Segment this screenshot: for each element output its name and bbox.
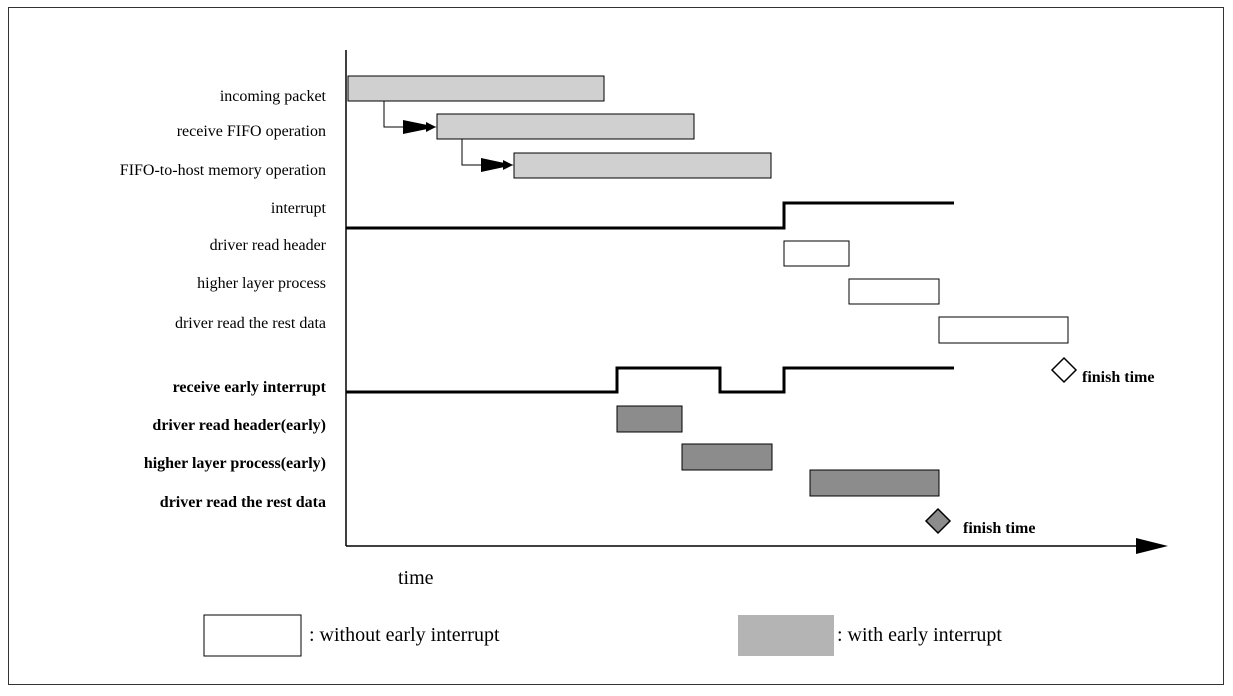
bar-driver-read-header	[783, 240, 850, 267]
bar-driver-read-rest-early	[809, 469, 940, 497]
bar-higher-layer-process-early	[681, 443, 773, 471]
signal-interrupt	[346, 201, 954, 230]
flow-arrowhead-2	[481, 158, 514, 172]
x-axis-arrowhead	[1136, 538, 1168, 554]
finish-label-without-early: finish time	[1082, 369, 1154, 386]
bar-driver-read-rest	[938, 316, 1069, 344]
bar-incoming-packet	[347, 75, 605, 102]
row-label-driver-read-rest-early: driver read the rest data	[160, 494, 326, 511]
finish-label-with-early: finish time	[963, 520, 1035, 537]
bar-receive-fifo	[436, 113, 695, 140]
finish-marker-without-early	[1050, 356, 1078, 384]
row-label-interrupt: interrupt	[271, 200, 327, 217]
legend-swatch-without	[203, 614, 302, 657]
finish-marker-with-early	[924, 507, 952, 535]
bar-driver-read-header-early	[616, 405, 683, 433]
legend-label-with: : with early interrupt	[837, 624, 1002, 646]
signal-early-interrupt	[346, 366, 954, 394]
row-label-higher-layer-process: higher layer process	[197, 275, 326, 292]
row-label-driver-read-header-early: driver read header(early)	[152, 417, 326, 434]
legend: : without early interrupt : with early i…	[203, 614, 1002, 657]
time-axis-label: time	[398, 567, 434, 589]
row-label-receive-early-interrupt: receive early interrupt	[173, 379, 327, 396]
row-label-driver-read-rest: driver read the rest data	[175, 315, 326, 332]
row-label-driver-read-header: driver read header	[210, 237, 327, 254]
bar-fifo-to-host	[513, 152, 772, 179]
row-label-fifo-to-host: FIFO-to-host memory operation	[120, 162, 326, 179]
row-label-higher-layer-process-early: higher layer process(early)	[144, 455, 326, 472]
flow-arrowhead-1	[403, 120, 437, 134]
row-label-receive-fifo: receive FIFO operation	[177, 123, 326, 140]
row-label-incoming-packet: incoming packet	[220, 88, 327, 105]
legend-label-without: : without early interrupt	[309, 624, 500, 646]
bar-higher-layer-process	[848, 278, 940, 305]
legend-swatch-with	[738, 615, 834, 656]
row-labels: incoming packet receive FIFO operation F…	[120, 88, 327, 511]
